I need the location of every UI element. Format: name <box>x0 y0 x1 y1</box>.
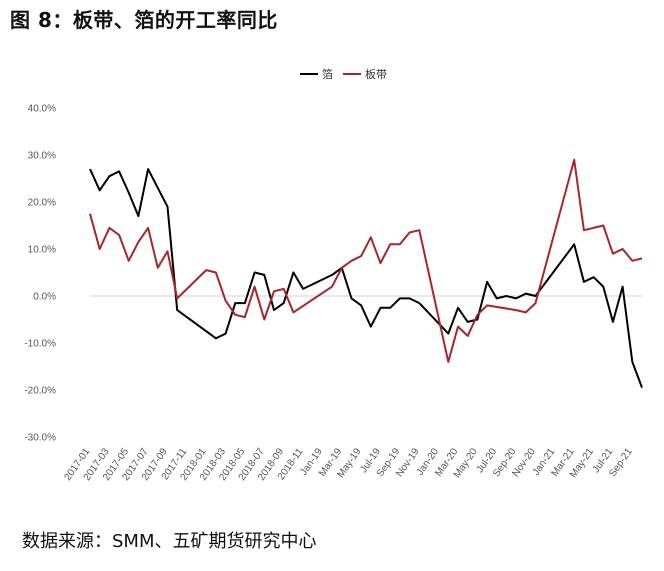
y-tick-label: -10.0% <box>24 339 56 350</box>
series-group <box>89 158 643 388</box>
legend-label: 板带 <box>365 67 387 81</box>
y-tick-label: 30.0% <box>28 151 56 162</box>
figure-title: 图 8：板带、箔的开工率同比 <box>10 8 278 32</box>
data-source: 数据来源：SMM、五矿期货研究中心 <box>22 531 317 552</box>
y-tick-label: 40.0% <box>28 104 56 115</box>
series-line-foil <box>89 168 643 388</box>
y-tick-label: 0.0% <box>33 292 56 303</box>
x-axis: 2017-012017-032017-052017-072017-092017-… <box>62 446 635 483</box>
y-tick-label: 10.0% <box>28 245 56 256</box>
y-tick-label: -20.0% <box>24 386 56 397</box>
series-line-strip <box>89 158 643 363</box>
legend: 箔 板带 <box>300 67 387 81</box>
y-tick-label: 20.0% <box>28 198 56 209</box>
y-tick-label: -30.0% <box>24 433 56 444</box>
y-axis: 40.0% 30.0% 20.0% 10.0% 0.0% -10.0% -20.0% -30.… <box>24 104 56 444</box>
legend-label: 箔 <box>322 67 333 81</box>
